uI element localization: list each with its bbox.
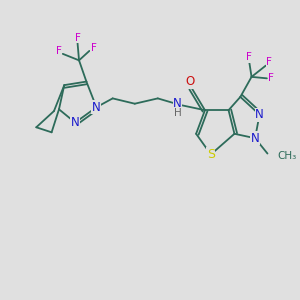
- Text: CH₃: CH₃: [278, 151, 297, 161]
- Text: N: N: [71, 116, 80, 129]
- Text: F: F: [246, 52, 252, 62]
- Text: N: N: [173, 97, 182, 110]
- Text: N: N: [255, 108, 264, 121]
- Text: O: O: [186, 75, 195, 88]
- Text: N: N: [251, 132, 260, 145]
- Text: F: F: [56, 46, 61, 56]
- Text: F: F: [266, 57, 272, 67]
- Text: N: N: [92, 101, 101, 114]
- Text: F: F: [91, 43, 97, 53]
- Text: F: F: [268, 73, 274, 83]
- Text: S: S: [207, 148, 215, 161]
- Text: H: H: [174, 108, 182, 118]
- Text: F: F: [75, 33, 80, 43]
